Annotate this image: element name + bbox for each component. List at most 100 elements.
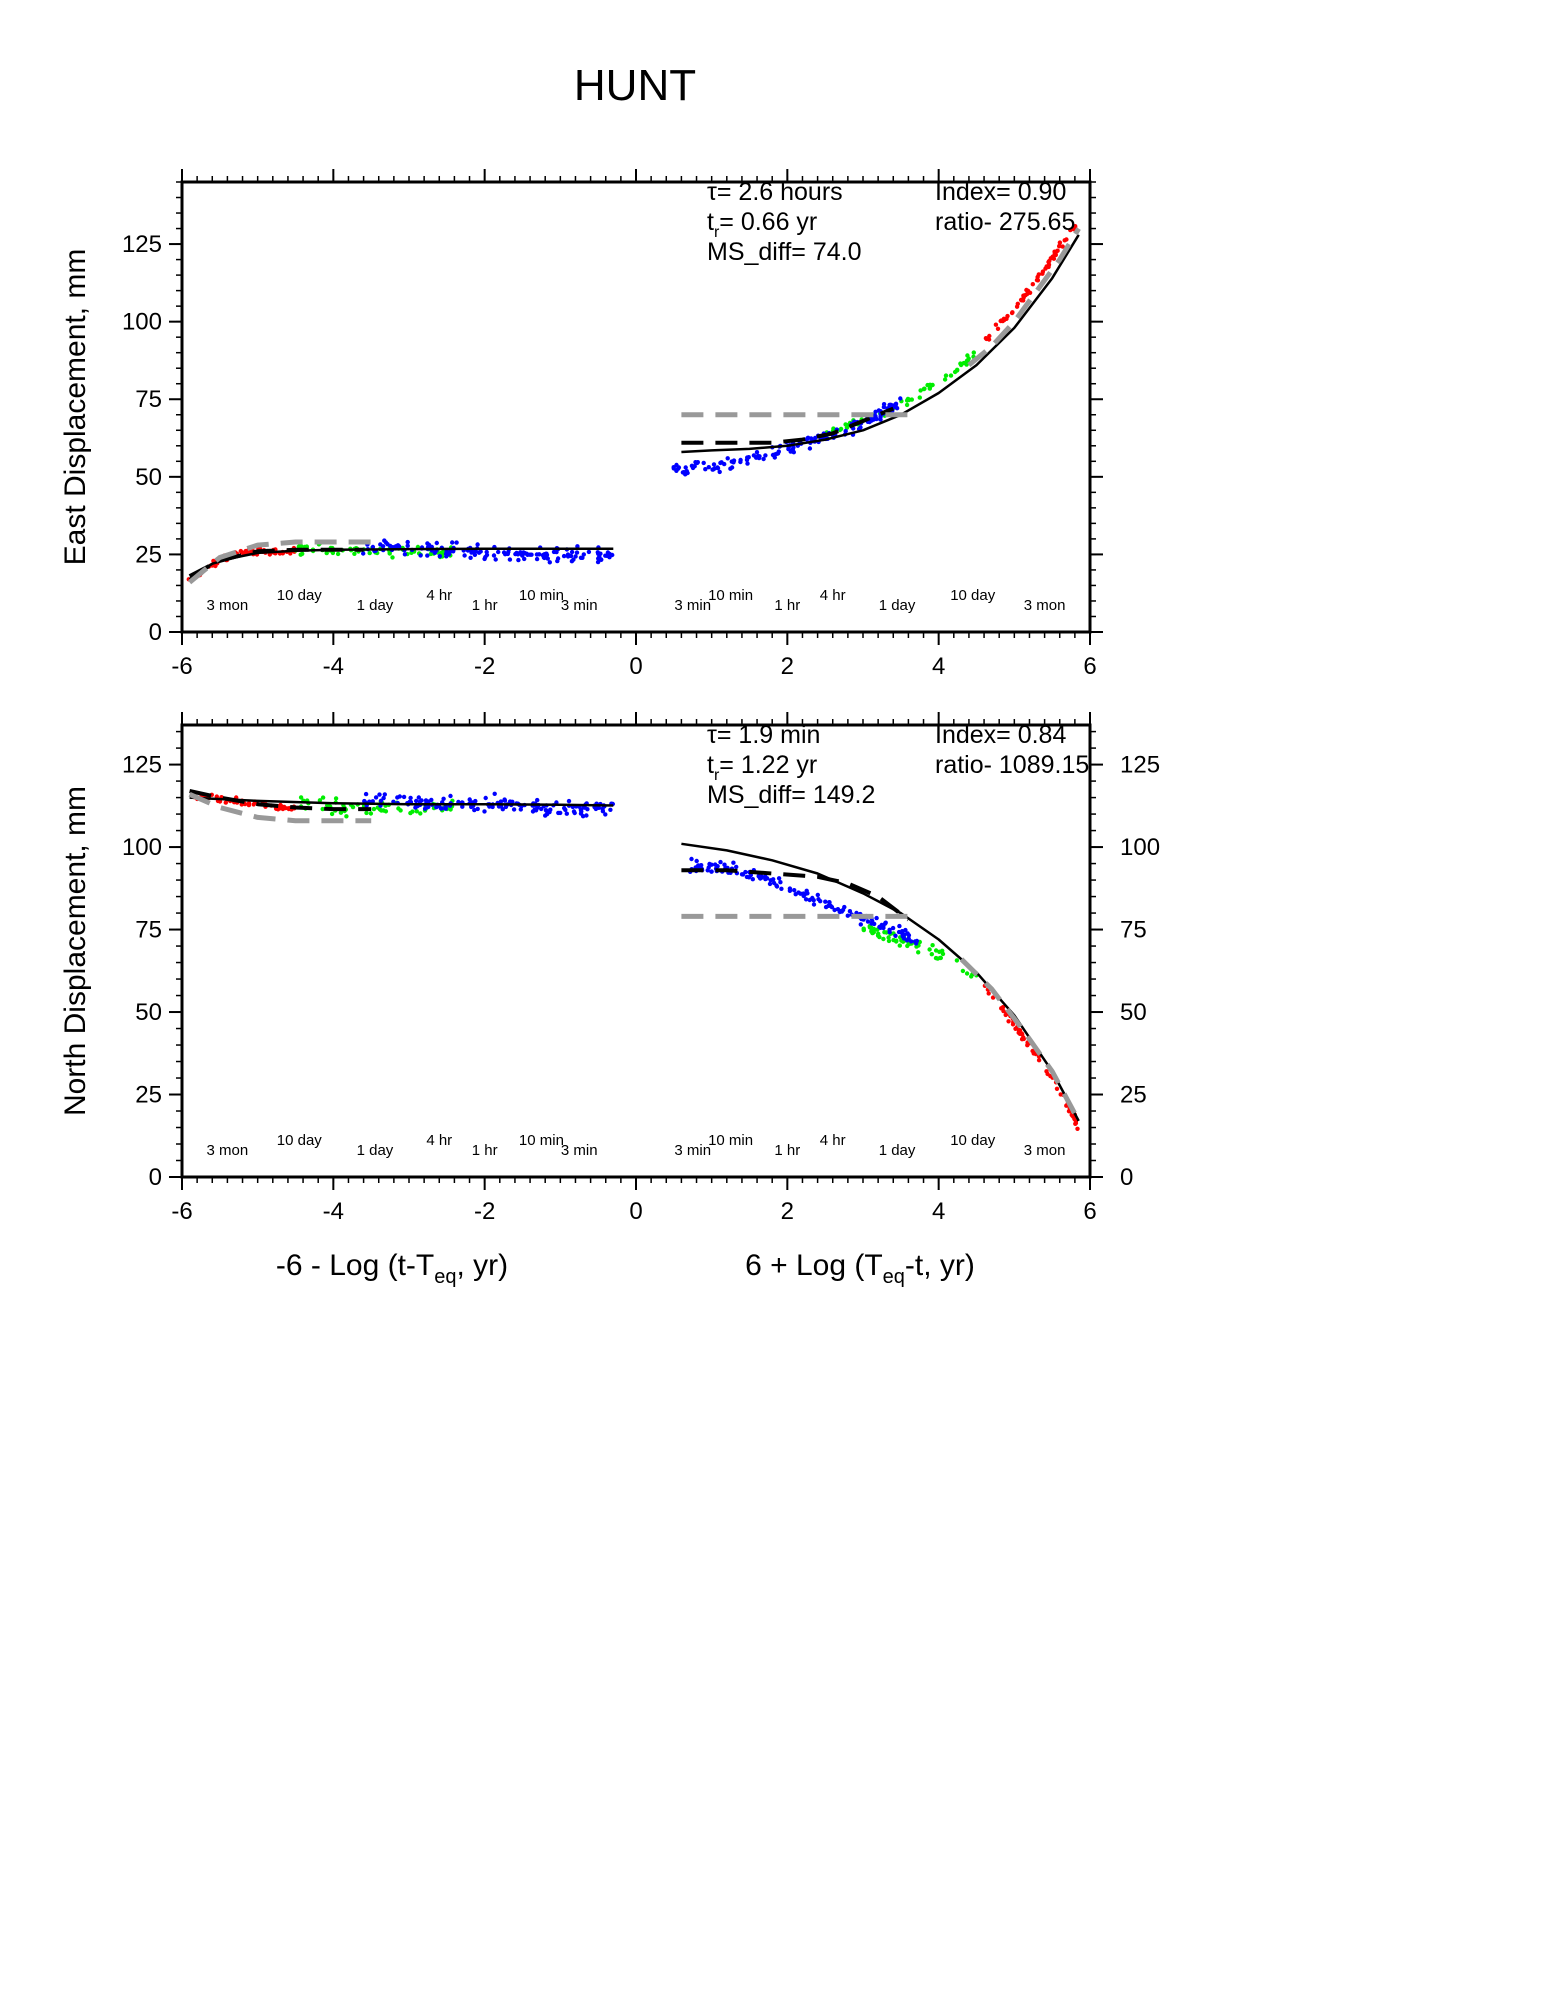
- data-point: [1027, 290, 1033, 295]
- x-tick-label: -4: [323, 653, 344, 680]
- data-point: [840, 907, 846, 913]
- data-point: [767, 881, 773, 887]
- data-point: [574, 550, 580, 555]
- data-point: [674, 462, 679, 468]
- y-tick-label: 100: [122, 834, 162, 861]
- data-point: [417, 799, 423, 804]
- data-point: [428, 551, 433, 557]
- annotation-tau: τ= 2.6 hours: [707, 178, 843, 206]
- data-point: [763, 453, 768, 458]
- data-point: [584, 813, 589, 818]
- data-point: [425, 541, 430, 546]
- data-point: [871, 926, 877, 932]
- data-point: [818, 899, 823, 904]
- data-point: [418, 553, 423, 558]
- y-tick-label: 25: [135, 541, 162, 568]
- data-point: [329, 811, 335, 817]
- data-point: [874, 915, 879, 921]
- data-point: [771, 880, 777, 886]
- y-tick-label-right: 125: [1120, 752, 1160, 779]
- data-point: [373, 795, 379, 800]
- annotation-tr-value: = 0.66 yr: [719, 208, 817, 236]
- data-point: [1057, 244, 1062, 249]
- data-point: [491, 553, 497, 558]
- data-point: [484, 552, 490, 558]
- data-point: [940, 948, 945, 953]
- data-point: [476, 550, 482, 555]
- data-point: [804, 888, 809, 893]
- fit-curve-dashed: [188, 792, 372, 824]
- data-point: [368, 811, 374, 816]
- data-point: [408, 795, 413, 801]
- time-scale-label: 10 min: [519, 587, 564, 604]
- data-point: [569, 559, 575, 564]
- data-point: [709, 862, 714, 867]
- data-point: [715, 466, 721, 471]
- data-point: [561, 553, 567, 559]
- data-point: [416, 795, 421, 800]
- data-point: [320, 806, 325, 812]
- data-point: [942, 377, 948, 382]
- y-tick-label-right: 100: [1120, 834, 1160, 861]
- data-point: [578, 555, 584, 560]
- data-point: [683, 472, 688, 477]
- data-point: [837, 427, 843, 433]
- data-point: [1010, 1022, 1016, 1027]
- data-point: [414, 798, 419, 804]
- data-point: [473, 549, 478, 554]
- x-label-right-sub: eq: [883, 1266, 905, 1288]
- data-point: [344, 814, 349, 819]
- x-tick-label: -6: [171, 653, 192, 680]
- data-point: [280, 806, 286, 812]
- data-point: [774, 451, 779, 456]
- data-point: [1048, 256, 1054, 261]
- x-axis-label-postseismic: -6 - Log (t-Teq, yr): [276, 1249, 508, 1288]
- data-point: [535, 797, 540, 803]
- time-scale-label: 3 min: [674, 1142, 711, 1159]
- data-point: [573, 554, 578, 559]
- data-point: [540, 553, 546, 558]
- data-point: [286, 806, 291, 811]
- y-tick-label: 100: [122, 309, 162, 336]
- data-point: [515, 551, 520, 556]
- data-point: [731, 460, 736, 465]
- x-tick-label: 6: [1083, 653, 1096, 680]
- data-point: [948, 373, 954, 378]
- data-point: [810, 895, 815, 901]
- data-point: [320, 795, 326, 800]
- time-scale-label: 10 min: [519, 1132, 564, 1149]
- data-point: [317, 798, 323, 803]
- data-point: [534, 552, 540, 557]
- data-point: [675, 466, 681, 471]
- data-point: [467, 797, 472, 802]
- data-point: [507, 557, 513, 562]
- time-scale-label: 10 day: [950, 1132, 996, 1149]
- data-point: [1075, 1126, 1080, 1132]
- data-point: [955, 367, 960, 372]
- annotation-tr-value: = 1.22 yr: [719, 751, 817, 779]
- time-scale-label: 1 day: [879, 1142, 916, 1159]
- data-point: [692, 464, 697, 469]
- data-point: [909, 939, 914, 944]
- time-scale-label: 1 day: [879, 597, 916, 614]
- data-point: [410, 809, 415, 814]
- data-point: [524, 551, 529, 556]
- y-axis-label: North Displacement, mm: [59, 786, 92, 1116]
- data-point: [774, 884, 780, 889]
- data-point: [475, 542, 480, 547]
- data-point: [496, 549, 501, 555]
- data-point: [390, 555, 395, 560]
- data-point: [370, 799, 375, 804]
- annotation-ms-diff: MS_diff= 149.2: [707, 781, 875, 809]
- data-point: [882, 921, 888, 926]
- data-point: [338, 810, 344, 815]
- x-label-left-sub: eq: [434, 1266, 456, 1288]
- data-point: [734, 864, 739, 870]
- data-point: [768, 878, 773, 883]
- data-point: [929, 952, 934, 957]
- data-point: [380, 544, 386, 549]
- data-point: [906, 936, 911, 941]
- data-point: [890, 403, 895, 408]
- data-point: [1030, 1048, 1035, 1054]
